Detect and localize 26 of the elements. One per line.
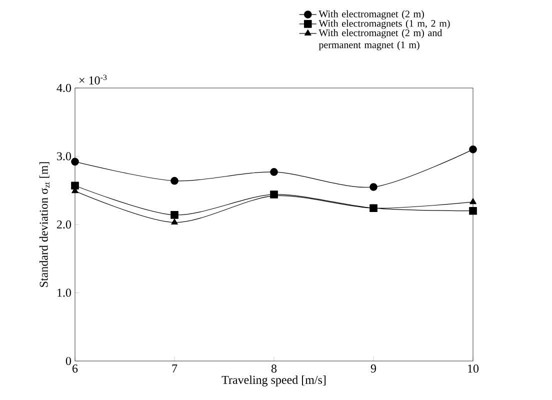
- y-tick-label: 2.0: [57, 220, 72, 229]
- text: × 10$^{-3}$: [79, 74, 107, 84]
- y-tick-label: 4.0: [56, 84, 72, 92]
- point: [71, 158, 79, 166]
- x-tick-label: 6: [72, 364, 78, 373]
- y-axis-title: Standard deviation σ$_{zt}$ [m]: [39, 162, 50, 287]
- point: [270, 168, 278, 176]
- point: [469, 146, 477, 154]
- legend-label: With electromagnet (2 m): [318, 10, 424, 20]
- x-tick-label: 9: [370, 364, 376, 373]
- x-tick-label: 7: [172, 364, 178, 372]
- point: [170, 211, 178, 219]
- x-tick-label: 8: [271, 364, 277, 373]
- y-tick-label: 1.0: [58, 288, 72, 297]
- legend-label: With electromagnet (2 m) and permanent magnet (1 m): [318, 29, 442, 50]
- point: [470, 198, 476, 204]
- legend-label: With electromagnets (1 m, 2 m): [318, 20, 450, 29]
- y-tick-label: 3.0: [57, 152, 72, 160]
- x-axis-title: Traveling speed [m/s]: [222, 375, 326, 386]
- x-tick-label: 10: [468, 364, 479, 373]
- point: [71, 182, 79, 190]
- point: [370, 183, 378, 191]
- point: [170, 176, 178, 185]
- point: [469, 206, 477, 215]
- point: [171, 218, 178, 225]
- y-tick-label: 0: [66, 356, 72, 366]
